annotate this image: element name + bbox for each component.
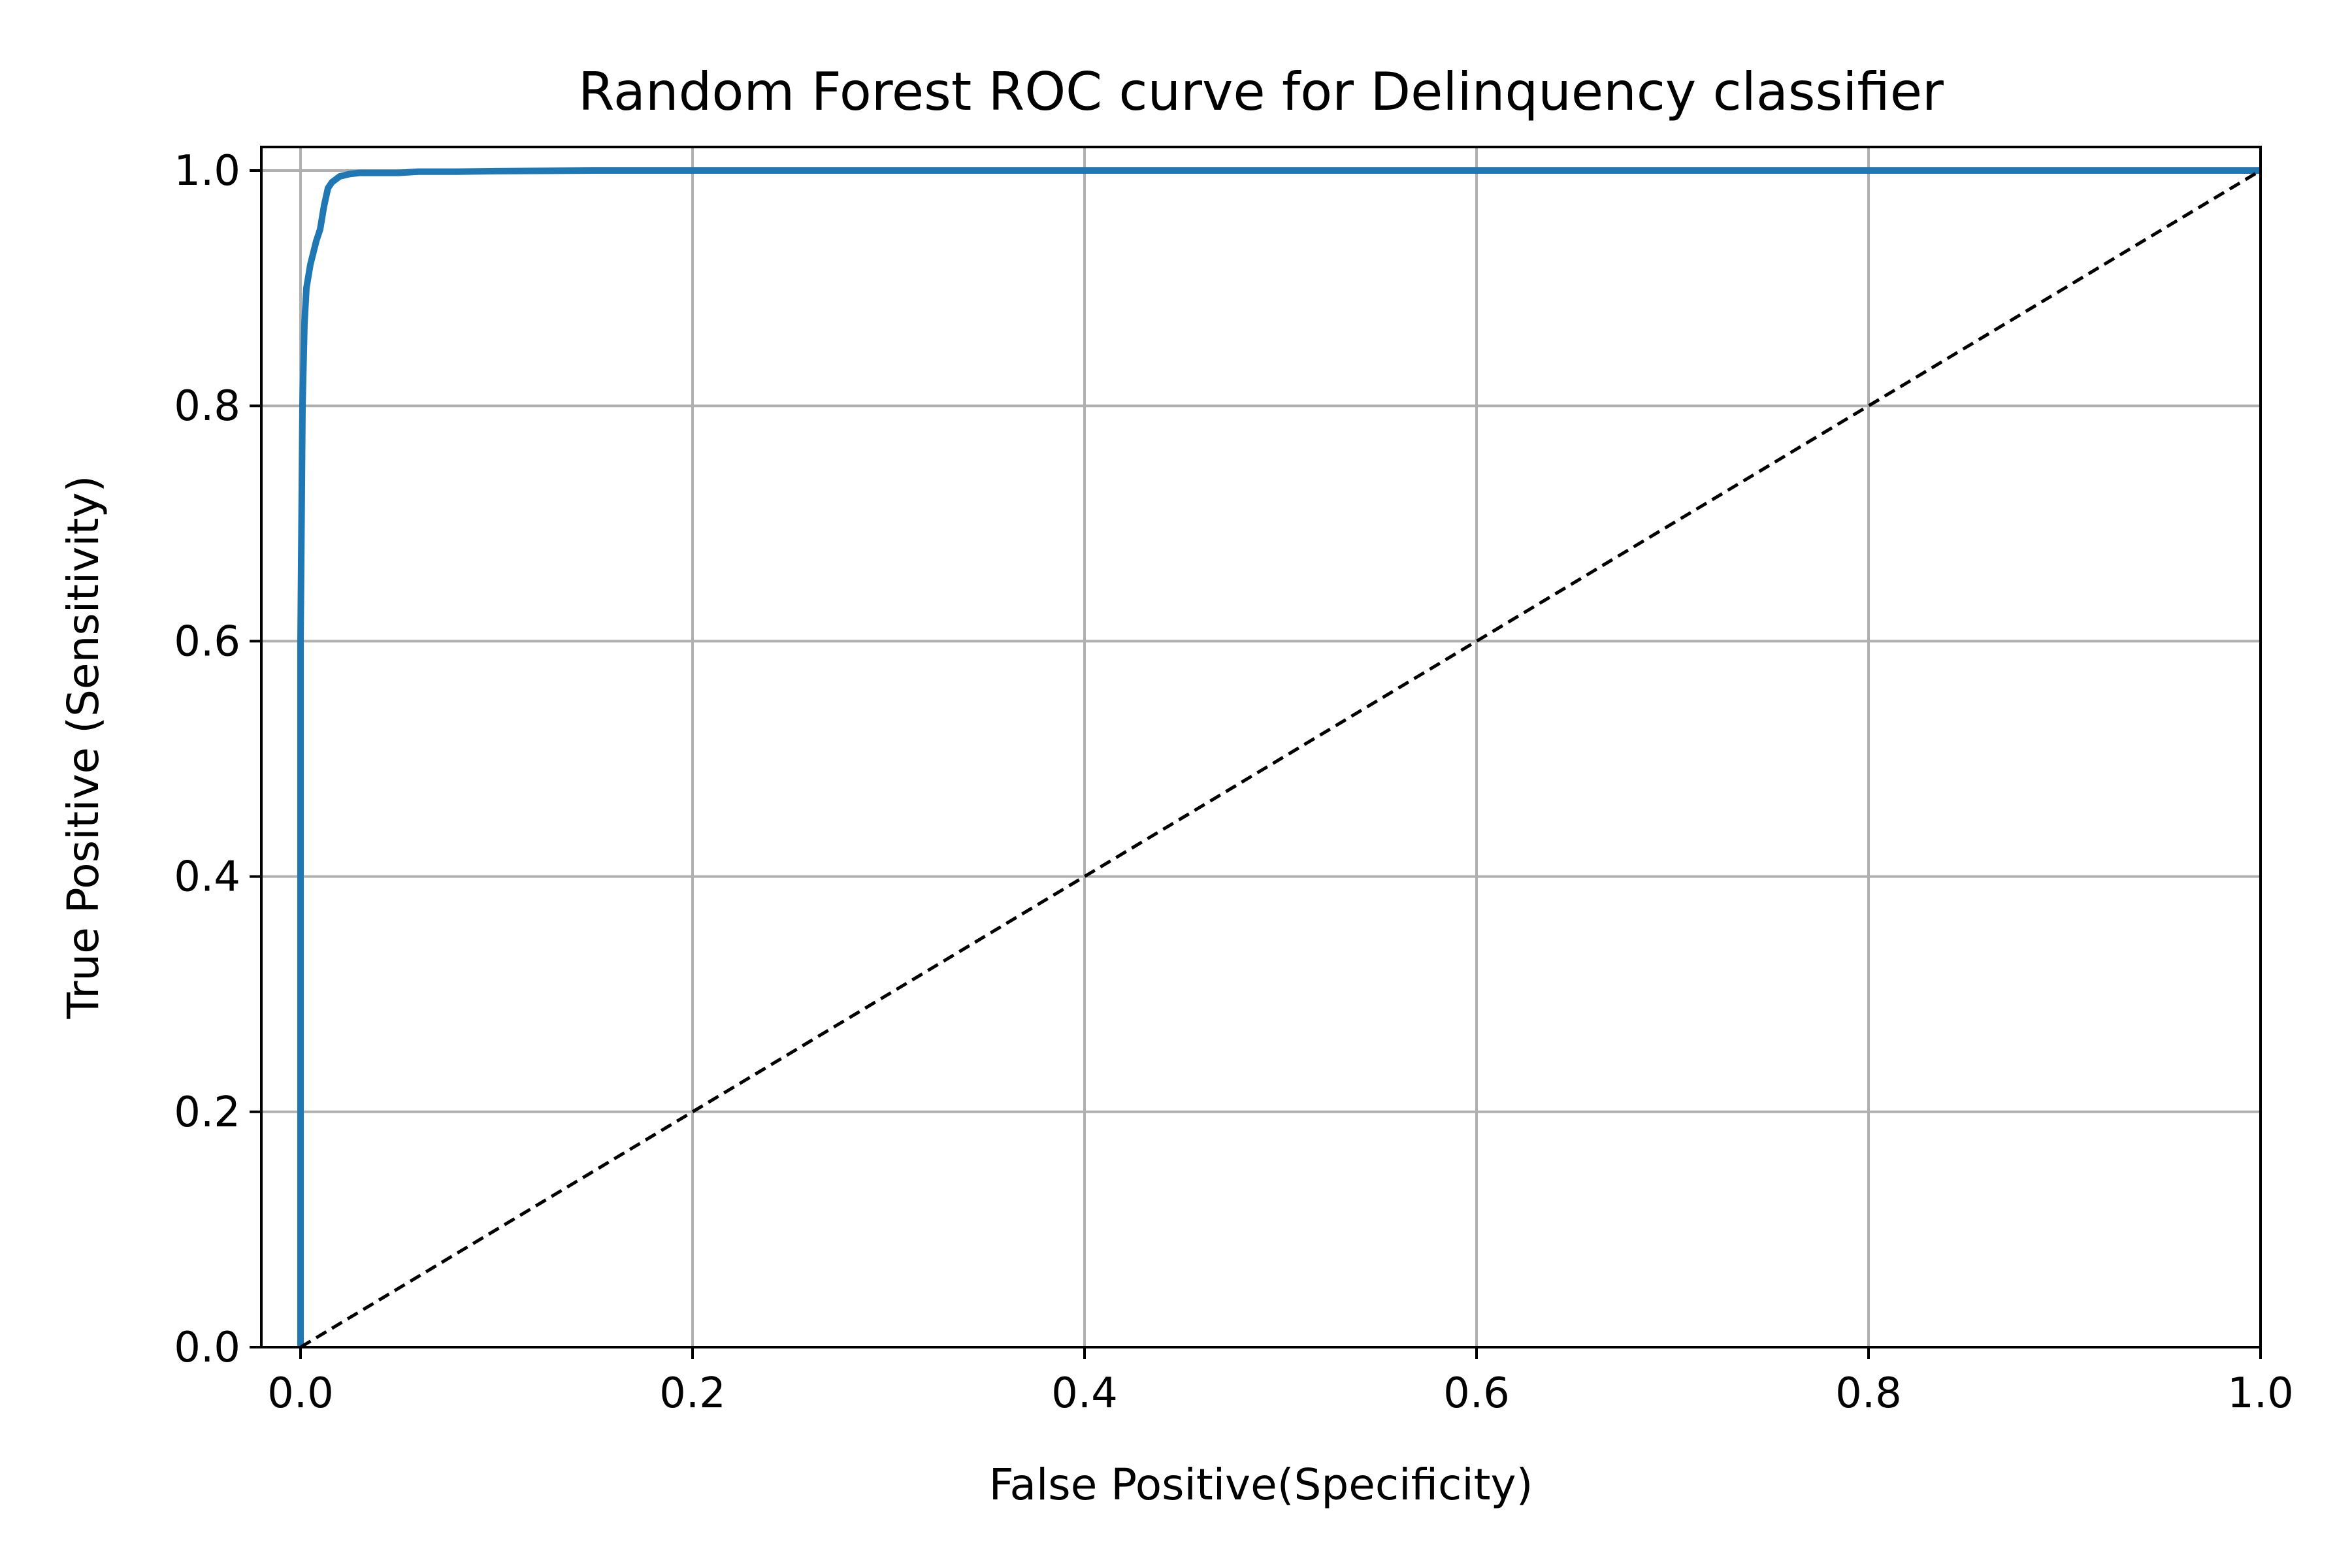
series-group — [297, 167, 2262, 1349]
y-tick-label: 0.0 — [174, 1324, 240, 1372]
roc-curve-line — [297, 167, 2261, 1347]
y-tick-label: 0.8 — [174, 382, 240, 431]
axis-ticks: 0.0 0.2 0.4 0.6 0.8 1.0 0.0 0.2 0.4 0.6 0.8 1.0 — [174, 147, 2294, 1418]
x-tick-label: 0.2 — [659, 1369, 726, 1418]
y-tick-label: 0.4 — [174, 853, 240, 902]
x-tick-label: 1.0 — [2227, 1369, 2294, 1418]
x-tick-label: 0.4 — [1051, 1369, 1118, 1418]
plot-frame — [260, 146, 2262, 1348]
y-tick-label: 0.2 — [174, 1088, 240, 1137]
y-tick-label: 0.6 — [174, 617, 240, 666]
x-axis-label: False Positive(Specificity) — [989, 1460, 1533, 1510]
x-tick-label: 0.0 — [267, 1369, 334, 1418]
x-tick-label: 0.6 — [1443, 1369, 1510, 1418]
chance-diagonal-line — [299, 169, 2262, 1349]
x-tick-label: 0.8 — [1835, 1369, 1902, 1418]
y-axis-label: True Positive (Sensitivity) — [58, 476, 108, 1020]
y-tick-label: 1.0 — [174, 147, 240, 195]
chart-title: Random Forest ROC curve for Delinquency … — [578, 61, 1944, 122]
